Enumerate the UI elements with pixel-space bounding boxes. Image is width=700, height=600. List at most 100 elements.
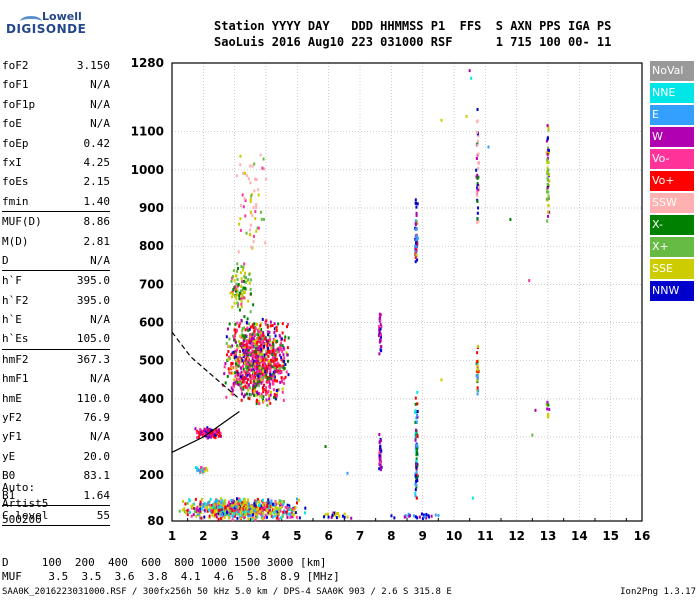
echo-point xyxy=(281,344,284,348)
echo-point xyxy=(286,510,289,514)
echo-point xyxy=(237,266,240,270)
echo-point xyxy=(217,506,220,510)
param-label: foF2 xyxy=(2,59,29,72)
echo-point xyxy=(477,175,480,179)
echo-point xyxy=(247,388,250,392)
echo-point xyxy=(266,501,269,505)
echo-point xyxy=(278,506,281,510)
echo-point xyxy=(232,288,235,292)
echo-point xyxy=(257,335,260,339)
echo-point xyxy=(243,501,246,505)
echo-point xyxy=(261,503,264,507)
echo-point xyxy=(252,326,255,330)
echo-point xyxy=(254,177,257,181)
param-label: MUF(D) xyxy=(2,215,42,229)
echo-point xyxy=(215,427,218,431)
echo-point xyxy=(266,403,269,407)
echo-point xyxy=(255,355,258,359)
echo-point xyxy=(276,392,279,396)
echo-point xyxy=(266,505,269,509)
echo-point xyxy=(206,436,209,440)
echo-point xyxy=(471,496,474,500)
echo-point xyxy=(236,284,239,288)
echo-point xyxy=(183,507,186,511)
echo-point xyxy=(217,508,220,512)
echo-point xyxy=(268,351,271,355)
echo-point xyxy=(379,339,382,343)
x-tick-label: 9 xyxy=(418,529,426,543)
echo-point xyxy=(270,350,273,354)
echo-point xyxy=(202,502,205,506)
param-row: foEp 0.42 xyxy=(2,134,110,153)
echo-point xyxy=(414,472,417,476)
echo-point xyxy=(284,375,287,379)
echo-point xyxy=(222,504,225,508)
echo-point xyxy=(246,366,249,370)
echo-point xyxy=(291,515,294,519)
echo-point xyxy=(252,384,255,388)
param-label: hmE xyxy=(2,391,22,405)
echo-point xyxy=(267,349,270,353)
echo-point xyxy=(267,354,270,358)
echo-point xyxy=(192,502,195,506)
echo-point xyxy=(197,510,200,514)
echo-point xyxy=(261,344,264,348)
echo-point xyxy=(545,170,548,174)
echo-point xyxy=(240,398,243,402)
echo-point xyxy=(220,508,223,512)
echo-point xyxy=(239,322,242,326)
echo-point xyxy=(236,508,239,512)
echo-point xyxy=(240,508,243,512)
echo-point xyxy=(416,202,419,206)
echo-point xyxy=(263,355,266,359)
echo-point xyxy=(425,512,428,516)
echo-point xyxy=(206,428,209,432)
echo-point xyxy=(237,339,240,343)
echo-point xyxy=(203,508,206,512)
echo-point xyxy=(296,497,299,501)
echo-point xyxy=(239,349,242,353)
echo-point xyxy=(240,335,243,339)
echo-point xyxy=(268,349,271,353)
param-value: N/A xyxy=(90,430,110,444)
echo-point xyxy=(237,373,240,377)
echo-point xyxy=(421,517,424,521)
echo-point xyxy=(204,432,207,436)
echo-point xyxy=(247,510,250,514)
echo-point xyxy=(287,359,290,363)
echo-point xyxy=(272,363,275,367)
echo-point xyxy=(228,322,231,326)
echo-point xyxy=(547,151,550,155)
echo-point xyxy=(273,357,276,361)
plot-frame xyxy=(171,62,643,522)
echo-point xyxy=(209,434,212,438)
echo-point xyxy=(237,502,240,506)
echo-point xyxy=(476,378,479,382)
echo-point xyxy=(476,183,479,187)
echo-point xyxy=(241,364,244,368)
echo-point xyxy=(241,501,244,505)
echo-point xyxy=(200,497,203,501)
echo-point xyxy=(260,356,263,360)
echo-point xyxy=(287,512,290,516)
echo-point xyxy=(212,429,215,433)
echo-point xyxy=(276,510,279,514)
echo-point xyxy=(235,497,238,501)
logo-swoosh-icon xyxy=(20,16,42,27)
echo-point xyxy=(195,509,198,513)
echo-point xyxy=(242,353,245,357)
echo-point xyxy=(226,508,229,512)
echo-point xyxy=(379,456,382,460)
echo-point xyxy=(278,369,281,373)
echo-point xyxy=(246,501,249,505)
echo-point xyxy=(226,374,229,378)
echo-point xyxy=(254,344,257,348)
echo-point xyxy=(268,374,271,378)
echo-point xyxy=(266,323,269,327)
y-tick-label: 900 xyxy=(139,201,164,215)
param-row: h`Es 105.0 xyxy=(2,329,110,348)
echo-point xyxy=(333,511,336,515)
echo-point xyxy=(243,380,246,384)
echo-point xyxy=(255,507,258,511)
echo-point xyxy=(237,250,240,254)
